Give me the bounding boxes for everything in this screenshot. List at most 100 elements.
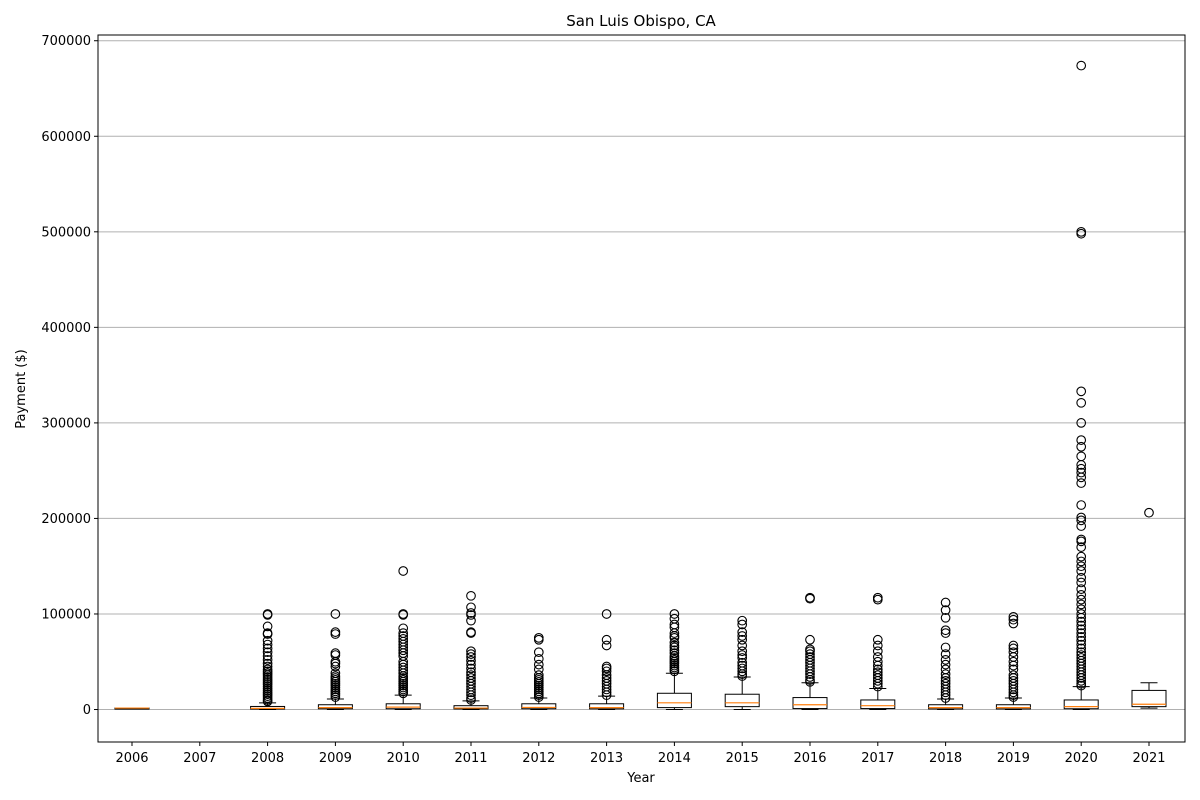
x-tick-label: 2016 (793, 751, 826, 766)
gridlines (98, 40, 1185, 711)
outlier-point (872, 681, 883, 692)
outlier-point (805, 672, 815, 682)
outlier-point (1076, 680, 1087, 691)
y-tick-label: 500000 (41, 225, 91, 240)
iqr-box (1131, 689, 1167, 708)
outlier-point (466, 687, 476, 698)
outlier-point (466, 663, 476, 674)
outlier-point (669, 609, 680, 619)
outlier-point (940, 654, 951, 665)
outlier-point (262, 621, 273, 632)
outlier-point (1076, 556, 1087, 567)
outlier-point (1076, 467, 1087, 478)
outlier-point (330, 658, 341, 669)
outlier-point (466, 628, 476, 638)
iqr-box (317, 704, 353, 710)
box-2021 (1131, 682, 1167, 709)
outlier-point (330, 692, 341, 702)
outlier-point (466, 649, 476, 659)
outlier-point (601, 634, 612, 645)
outlier-point (262, 639, 273, 650)
outlier-point (262, 658, 273, 669)
outlier-point (1008, 660, 1019, 671)
outlier-point (1076, 566, 1087, 576)
outlier-point (737, 631, 748, 641)
outlier-point (1076, 478, 1087, 488)
y-axis-ticks: 0 100000 200000 300000 400000 500000 600000 700… (41, 34, 98, 718)
box-2016 (792, 682, 828, 711)
outlier-point (533, 634, 544, 645)
y-tick-label: 600000 (41, 130, 91, 145)
x-tick-label: 2020 (1065, 751, 1098, 766)
outlier-point (1076, 628, 1087, 638)
outlier-point (1076, 609, 1087, 619)
y-tick-label: 200000 (41, 512, 91, 527)
outlier-point (1008, 687, 1019, 698)
outlier-point (1008, 684, 1019, 695)
outlier-point (1076, 60, 1087, 71)
outlier-point (1076, 612, 1087, 623)
outlier-point (1076, 386, 1087, 397)
iqr-box (792, 697, 828, 710)
x-tick-label: 2017 (861, 751, 894, 766)
outlier-point (669, 637, 680, 648)
outlier-point (466, 615, 476, 626)
outlier-point (1076, 542, 1087, 552)
outlier-point (466, 646, 476, 657)
outlier-point (1076, 460, 1087, 470)
x-axis-title: Year (626, 771, 655, 786)
box-2006 (114, 707, 150, 710)
outlier-point (533, 659, 544, 670)
iqr-box (928, 704, 964, 710)
chart-title: San Luis Obispo, CA (566, 12, 716, 30)
outlier-point (1076, 643, 1087, 654)
x-tick-label: 2018 (929, 751, 962, 766)
outlier-point (1076, 441, 1087, 452)
outlier-point (262, 654, 273, 665)
outliers (262, 60, 1154, 707)
outlier-point (262, 635, 273, 646)
y-tick-label: 700000 (41, 34, 91, 49)
outlier-point (1008, 614, 1019, 625)
x-tick-label: 2009 (319, 751, 352, 766)
box-2015 (724, 676, 760, 711)
outlier-point (940, 597, 951, 608)
outlier-point (1008, 692, 1019, 702)
outlier-point (940, 642, 951, 653)
outlier-point (398, 645, 409, 656)
outlier-point (872, 656, 883, 667)
iqr-box (724, 693, 760, 708)
outlier-point (1076, 561, 1087, 572)
outlier-point (1076, 418, 1087, 428)
x-tick-label: 2010 (387, 751, 420, 766)
outlier-point (1076, 228, 1087, 239)
box-2010 (385, 694, 421, 711)
x-tick-label: 2014 (658, 751, 691, 766)
x-tick-label: 2015 (726, 751, 759, 766)
outlier-point (466, 690, 476, 701)
outlier-point (737, 640, 748, 651)
outlier-point (872, 678, 883, 689)
outlier-point (601, 687, 612, 698)
outlier-point (805, 669, 815, 680)
outlier-point (737, 653, 748, 663)
box-2020 (1063, 686, 1099, 711)
outlier-point (940, 669, 951, 680)
outlier-point (1076, 577, 1087, 588)
outlier-point (940, 649, 951, 659)
outlier-point (1076, 515, 1087, 526)
outlier-point (262, 629, 273, 639)
outlier-point (601, 684, 612, 695)
outlier-point (466, 590, 476, 601)
outlier-point (1076, 673, 1087, 683)
x-tick-label: 2013 (590, 751, 623, 766)
outlier-point (1076, 521, 1087, 531)
iqr-box (860, 699, 896, 710)
outlier-point (805, 593, 815, 604)
outlier-point (737, 627, 748, 637)
outlier-point (398, 665, 409, 676)
iqr-box (521, 703, 557, 710)
outlier-point (1076, 584, 1087, 594)
x-tick-label: 2012 (522, 751, 555, 766)
outlier-point (262, 647, 273, 658)
